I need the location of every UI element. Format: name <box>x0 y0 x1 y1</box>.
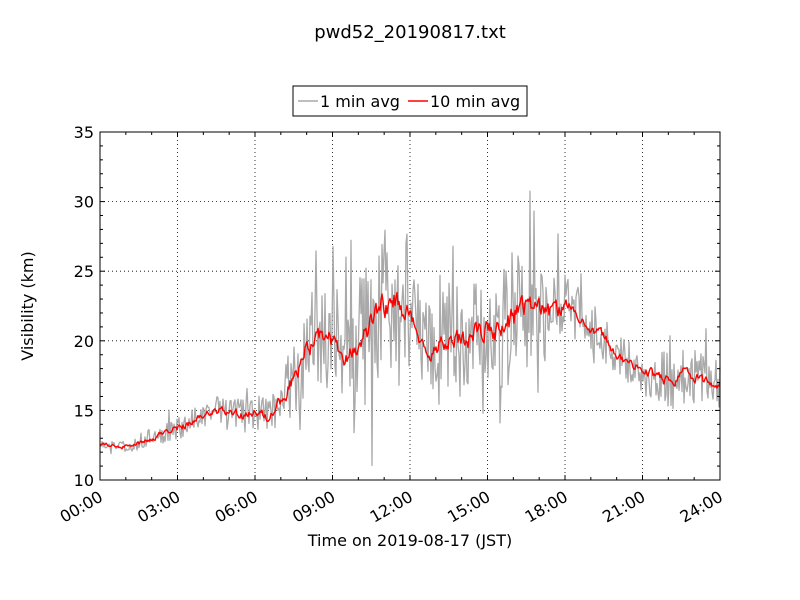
series-line-10-min-avg <box>99 291 721 450</box>
grid-lines <box>100 132 720 480</box>
legend: 1 min avg 10 min avg <box>292 85 528 117</box>
y-tick-label: 30 <box>74 193 94 212</box>
y-tick-label: 10 <box>74 471 94 490</box>
x-tick-labels: 00:00 03:00 06:00 09:00 12:00 15:00 18:00 21:00… <box>57 487 726 527</box>
series-layer <box>99 190 721 467</box>
y-tick-label: 35 <box>74 123 94 142</box>
legend-label-1-min-avg: 1 min avg <box>320 92 400 111</box>
legend-label-10-min-avg: 10 min avg <box>430 92 520 111</box>
x-tick-label: 12:00 <box>367 487 416 527</box>
x-tick-label: 09:00 <box>289 487 338 527</box>
x-tick-label: 15:00 <box>444 487 493 527</box>
y-axis-label: Visibility (km) <box>18 251 37 360</box>
series-line-1-min-avg <box>100 190 721 467</box>
y-tick-label: 15 <box>74 401 94 420</box>
y-tick-label: 20 <box>74 332 94 351</box>
plot-background <box>100 132 720 480</box>
x-tick-label: 06:00 <box>212 487 261 527</box>
x-axis-label: Time on 2019-08-17 (JST) <box>307 531 512 550</box>
chart-title: pwd52_20190817.txt <box>314 22 506 43</box>
x-tick-label: 24:00 <box>677 487 726 527</box>
x-tick-label: 21:00 <box>599 487 648 527</box>
x-tick-label: 00:00 <box>57 487 106 527</box>
x-tick-label: 03:00 <box>134 487 183 527</box>
tick-marks <box>99 131 721 481</box>
y-tick-labels: 10 15 20 25 30 35 <box>74 123 94 490</box>
x-tick-label: 18:00 <box>522 487 571 527</box>
y-tick-label: 25 <box>74 262 94 281</box>
